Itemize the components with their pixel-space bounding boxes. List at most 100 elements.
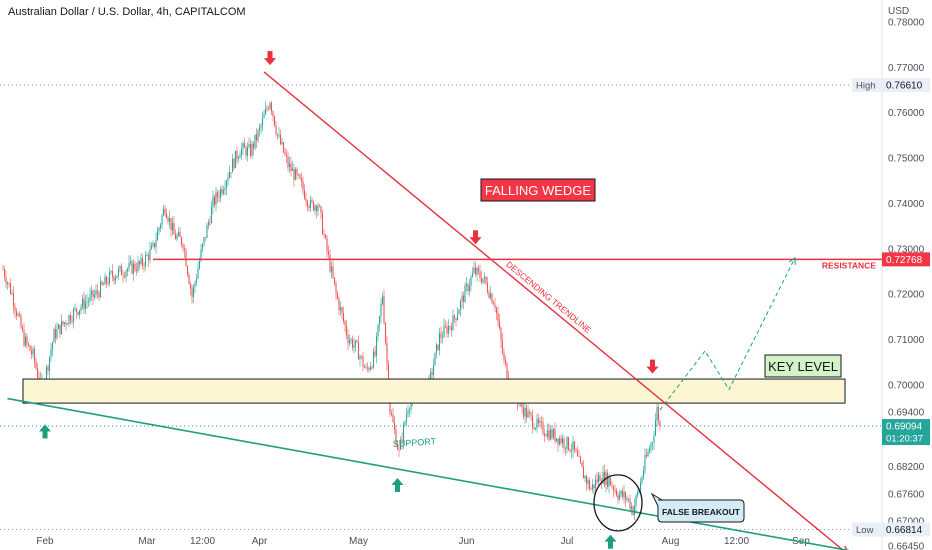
candle-body xyxy=(399,439,402,450)
projection-path xyxy=(659,257,796,411)
candle-body xyxy=(624,492,627,500)
candle-body xyxy=(504,359,507,363)
candle-body xyxy=(542,422,544,434)
candle-body xyxy=(549,429,552,440)
candle-body xyxy=(174,234,177,240)
key-level-zone xyxy=(22,378,846,404)
candle-body xyxy=(480,278,483,283)
candle-body xyxy=(242,143,244,149)
false-breakout-label: FALSE BREAKOUT xyxy=(662,507,741,517)
candle-body xyxy=(576,451,579,456)
support-label: SUPPORT xyxy=(392,436,436,449)
candle-body xyxy=(81,298,84,307)
candle-body xyxy=(177,232,180,236)
candle-body xyxy=(569,449,571,452)
candle-body xyxy=(626,498,628,500)
candle-body xyxy=(405,414,408,422)
candle-body xyxy=(257,130,259,141)
down-arrow-icon-stem xyxy=(650,359,655,368)
candle-body xyxy=(651,442,654,444)
candle-body xyxy=(243,143,246,148)
candle-body xyxy=(462,295,465,303)
candle-body xyxy=(321,212,324,235)
candle-body xyxy=(618,494,621,500)
high-value: 0.76610 xyxy=(886,81,923,92)
candle-body xyxy=(125,271,127,277)
y-tick-label: 0.74000 xyxy=(888,199,925,210)
candle-body xyxy=(653,435,655,443)
chart-title: Australian Dollar / U.S. Dollar, 4h, CAP… xyxy=(8,6,246,18)
candle-body xyxy=(489,293,492,298)
candle-body xyxy=(347,334,349,344)
candle-body xyxy=(296,169,298,175)
candle-body xyxy=(254,134,256,149)
candle-body xyxy=(32,348,34,355)
candle-body xyxy=(239,154,241,158)
candle-body xyxy=(531,415,534,428)
candle-body xyxy=(224,187,226,191)
candle-body xyxy=(33,348,36,362)
candle-body xyxy=(285,154,288,157)
candle-body xyxy=(620,490,622,495)
candle-body xyxy=(69,315,72,322)
candle-body xyxy=(116,275,118,278)
candle-body xyxy=(537,418,540,424)
candle-body xyxy=(54,329,57,339)
x-tick-label: 12:00 xyxy=(724,536,749,547)
candle-body xyxy=(240,148,243,155)
candle-body xyxy=(494,304,496,308)
candle-body xyxy=(63,322,66,325)
candle-body xyxy=(573,441,576,450)
candle-body xyxy=(606,472,609,487)
candle-body xyxy=(185,250,187,267)
candle-body xyxy=(270,102,273,112)
candle-body xyxy=(582,467,585,479)
candle-body xyxy=(633,505,636,515)
candle-body xyxy=(551,429,553,438)
candle-body xyxy=(60,321,63,334)
candle-body xyxy=(158,227,160,232)
key-level-box xyxy=(764,354,842,378)
candle-body xyxy=(80,306,82,311)
y-tick-label: 0.70000 xyxy=(888,380,925,391)
candle-body xyxy=(66,323,69,325)
candle-body xyxy=(303,189,306,199)
candle-body xyxy=(329,254,331,272)
candle-body xyxy=(471,272,474,277)
candle-body xyxy=(528,411,531,413)
candle-body xyxy=(71,321,73,323)
candle-body xyxy=(197,268,199,279)
candle-body xyxy=(11,293,13,295)
candle-body xyxy=(99,281,102,298)
candle-body xyxy=(51,342,54,350)
candle-body xyxy=(455,318,457,321)
candle-body xyxy=(314,205,316,211)
candle-body xyxy=(29,345,31,351)
candle-body xyxy=(30,350,33,355)
down-arrow-icon-stem xyxy=(267,51,273,60)
x-tick-label: Feb xyxy=(36,536,54,547)
candle-body xyxy=(24,336,27,346)
candle-body xyxy=(638,490,640,493)
candle-body xyxy=(68,315,70,324)
candle-body xyxy=(162,208,165,216)
candle-body xyxy=(333,277,336,284)
candle-body xyxy=(212,196,214,207)
candle-body xyxy=(495,307,498,313)
candle-body xyxy=(132,263,135,274)
candle-body xyxy=(557,438,559,445)
candle-body xyxy=(368,368,370,370)
candle-body xyxy=(135,269,138,272)
candle-body xyxy=(143,265,145,267)
candle-body xyxy=(312,201,315,211)
candle-body xyxy=(498,321,501,328)
candle-body xyxy=(134,263,136,270)
candle-body xyxy=(594,479,597,489)
candle-body xyxy=(74,308,76,310)
candle-body xyxy=(374,351,376,356)
candle-body xyxy=(234,150,237,169)
candle-body xyxy=(95,290,97,295)
candle-body xyxy=(381,296,384,304)
candle-body xyxy=(326,238,328,252)
